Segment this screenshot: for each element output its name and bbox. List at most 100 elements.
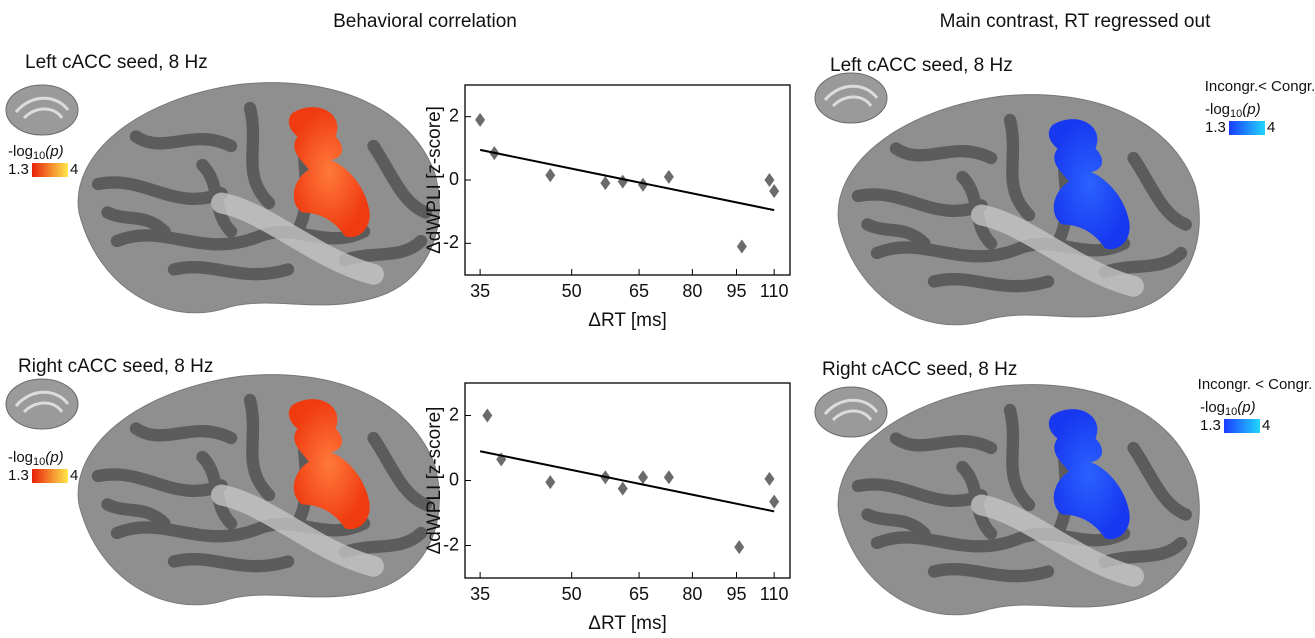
y-tick-label: 0 — [449, 169, 459, 189]
x-axis-label: ΔRT [ms] — [588, 613, 667, 634]
sulcus — [129, 130, 238, 153]
point — [769, 494, 780, 509]
scale-title: -log10(p) — [8, 143, 64, 162]
sulcus — [1127, 151, 1192, 231]
point — [482, 408, 493, 423]
inset-brain — [814, 72, 888, 124]
x-tick-label: 110 — [760, 281, 789, 301]
sulcus — [870, 237, 1131, 263]
x-tick-label: 95 — [726, 584, 746, 604]
colorbar — [1229, 121, 1265, 135]
brain — [77, 374, 440, 606]
sulcus — [110, 225, 371, 251]
x-tick-label: 80 — [682, 281, 702, 301]
point — [600, 176, 611, 191]
sulcus — [1003, 113, 1036, 222]
sulcus — [861, 508, 931, 540]
activation — [288, 399, 370, 530]
scale-suffix: (p) — [45, 143, 63, 160]
scale-suffix: (p) — [45, 449, 63, 466]
heading: Main contrast, RT regressed out — [940, 11, 1211, 32]
panel-label: Right cACC seed, 8 Hz — [822, 359, 1017, 380]
y-tick-label: 0 — [449, 469, 459, 489]
scale-sub: 10 — [1225, 406, 1237, 418]
sulcus — [851, 188, 988, 218]
point — [637, 177, 648, 192]
sulcus — [1003, 403, 1036, 512]
contrast-label: Incongr. < Congr. — [1198, 376, 1313, 393]
scale-sub: 10 — [1230, 108, 1242, 120]
sulcus — [243, 101, 276, 210]
sulcus — [861, 218, 931, 250]
x-tick-label: 65 — [629, 281, 649, 301]
y-tick-label: 2 — [449, 105, 459, 125]
contrast-label: Incongr.< Congr. — [1205, 78, 1315, 95]
sylvian — [211, 484, 384, 577]
x-tick-label: 50 — [562, 584, 582, 604]
panel-label: Right cACC seed, 8 Hz — [18, 356, 213, 377]
sulcus — [129, 422, 238, 445]
sylvian — [971, 494, 1144, 587]
scale-prefix: -log — [8, 449, 33, 466]
scale-suffix: (p) — [1237, 399, 1255, 416]
scale-prefix: -log — [1205, 101, 1230, 118]
y-tick-label: -2 — [443, 232, 459, 252]
scale-prefix: -log — [1200, 399, 1225, 416]
point — [736, 239, 747, 254]
panel-label: Left cACC seed, 8 Hz — [25, 52, 208, 73]
inset-brain — [5, 84, 79, 136]
scale-min: 1.3 — [8, 161, 29, 178]
sulcus — [167, 553, 295, 573]
scale-prefix: -log — [8, 143, 33, 160]
x-tick-label: 65 — [629, 584, 649, 604]
sulcus — [167, 261, 295, 281]
scale-sub: 10 — [33, 150, 45, 162]
activation — [288, 107, 370, 238]
brain — [837, 94, 1200, 326]
point — [545, 475, 556, 490]
sylvian — [211, 192, 384, 285]
point — [734, 540, 745, 555]
y-tick-label: 2 — [449, 404, 459, 424]
point — [475, 112, 486, 127]
scale-min: 1.3 — [1205, 119, 1226, 136]
heading: Behavioral correlation — [333, 11, 517, 32]
brain — [837, 384, 1200, 616]
point — [545, 168, 556, 183]
activation — [1048, 409, 1130, 540]
point — [764, 173, 775, 187]
sulcus — [870, 527, 1131, 553]
inset-sulcus — [823, 84, 879, 108]
x-tick-label: 50 — [562, 281, 582, 301]
colorbar — [32, 469, 68, 483]
sulcus — [101, 498, 171, 530]
inset-brain — [814, 386, 888, 438]
scale-suffix: (p) — [1242, 101, 1260, 118]
x-tick-label: 35 — [470, 584, 490, 604]
sulcus — [1127, 441, 1192, 521]
scale-title: -log10(p) — [8, 449, 64, 468]
x-tick-label: 110 — [760, 584, 789, 604]
panel-label: Left cACC seed, 8 Hz — [830, 55, 1013, 76]
point — [637, 470, 648, 485]
scale-min: 1.3 — [8, 467, 29, 484]
scale-max: 4 — [70, 161, 78, 178]
sulcus — [851, 478, 988, 508]
scale-min: 1.3 — [1200, 417, 1221, 434]
sulcus — [91, 468, 228, 498]
inset-sulcus — [823, 398, 879, 422]
y-axis-label: ΔdWPLI [z-score] — [424, 106, 445, 254]
fit-line — [479, 450, 775, 513]
point — [663, 169, 674, 184]
sulcus — [367, 431, 432, 511]
scale-title: -log10(p) — [1205, 101, 1261, 120]
inset-brain — [5, 378, 79, 430]
point — [617, 481, 628, 496]
sulcus — [91, 176, 228, 206]
x-tick-label: 35 — [470, 281, 490, 301]
brain — [77, 82, 440, 314]
y-axis-label: ΔdWPLI [z-score] — [424, 407, 445, 555]
scale-sub: 10 — [33, 456, 45, 468]
point — [617, 174, 628, 189]
scale-max: 4 — [70, 467, 78, 484]
